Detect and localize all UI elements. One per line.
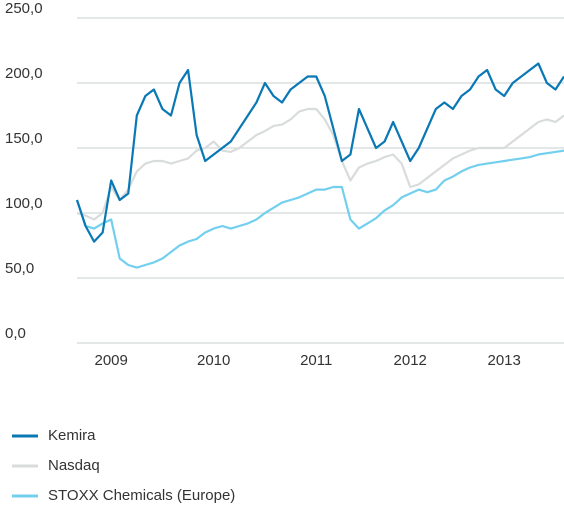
legend-label: STOXX Chemicals (Europe) — [48, 487, 235, 504]
y-tick-label: 250,0 — [5, 0, 43, 17]
series-line — [75, 62, 564, 243]
legend-label: Kemira — [48, 427, 96, 444]
legend-label: Nasdaq — [48, 457, 100, 474]
y-tick-label: 50,0 — [5, 260, 34, 277]
y-tick-label: 200,0 — [5, 65, 43, 82]
y-tick-label: 0,0 — [5, 325, 26, 342]
x-tick-label: 2013 — [488, 352, 521, 369]
y-tick-label: 100,0 — [5, 195, 43, 212]
series-line — [75, 149, 564, 269]
series-line — [76, 107, 564, 221]
x-tick-label: 2010 — [197, 352, 230, 369]
x-tick-label: 2011 — [300, 352, 332, 369]
x-tick-label: 2009 — [94, 352, 127, 369]
x-tick-label: 2012 — [394, 352, 427, 369]
y-tick-label: 150,0 — [5, 130, 43, 147]
